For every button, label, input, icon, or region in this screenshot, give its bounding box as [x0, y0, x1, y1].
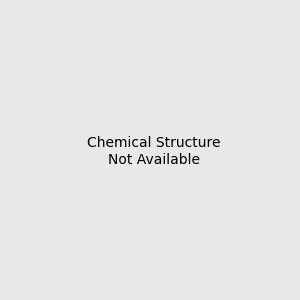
Text: Chemical Structure
Not Available: Chemical Structure Not Available [87, 136, 220, 166]
